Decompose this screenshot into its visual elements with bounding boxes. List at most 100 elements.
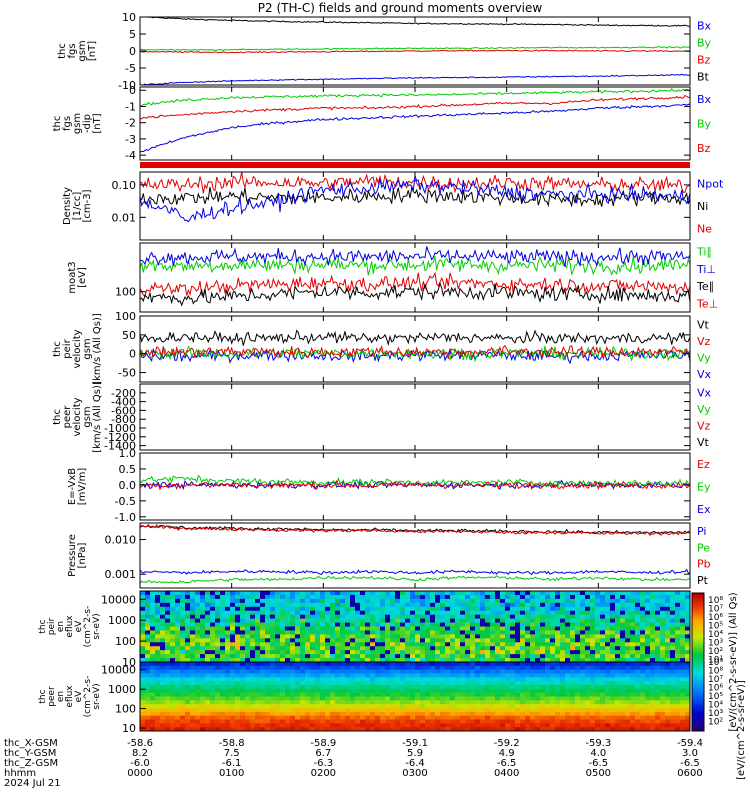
spectro-cell <box>335 610 341 615</box>
spectro-cell <box>665 708 671 713</box>
spectro-cell <box>485 610 491 615</box>
spectro-cell <box>420 688 426 693</box>
spectro-cell <box>255 665 261 670</box>
spectro-cell <box>440 594 446 600</box>
spectro-cell <box>145 626 151 631</box>
spectro-cell <box>610 626 616 631</box>
spectro-cell <box>325 673 331 678</box>
spectro-cell <box>570 704 576 709</box>
spectro-cell <box>165 662 171 667</box>
spectro-cell <box>160 610 166 615</box>
spectro-cell <box>180 638 186 643</box>
spectro-cell <box>635 669 641 674</box>
spectro-cell <box>505 692 511 697</box>
spectro-cell <box>575 618 581 623</box>
spectro-cell <box>625 650 631 655</box>
spectro-cell <box>390 704 396 709</box>
spectro-cell <box>445 673 451 678</box>
spectro-cell <box>510 719 516 724</box>
spectro-cell <box>155 688 161 693</box>
spectro-cell <box>465 610 471 615</box>
spectro-cell <box>305 618 311 623</box>
spectro-cell <box>525 711 531 716</box>
spectro-cell <box>170 618 176 623</box>
spectro-cell <box>240 654 246 659</box>
spectro-cell <box>500 662 506 667</box>
spectro-cell <box>595 646 601 651</box>
spectro-cell <box>570 662 576 667</box>
spectro-cell <box>470 630 476 635</box>
spectro-cell <box>270 673 276 678</box>
spectro-cell <box>225 630 231 635</box>
spectro-cell <box>145 669 151 674</box>
legend-ti∥: Ti∥ <box>696 246 712 259</box>
spectro-cell <box>310 606 316 612</box>
spectro-cell <box>490 650 496 655</box>
spectro-cell <box>535 591 541 596</box>
spectro-cell <box>500 685 506 690</box>
spectro-cell <box>260 677 266 682</box>
spectro-cell <box>450 638 456 643</box>
spectro-cell <box>200 719 206 724</box>
spectro-cell <box>335 688 341 693</box>
spectro-cell <box>465 696 471 701</box>
spectro-cell <box>440 669 446 674</box>
spectro-cell <box>630 622 636 627</box>
spectro-cell <box>395 622 401 627</box>
spectro-cell <box>400 626 406 631</box>
spectro-cell <box>645 650 651 655</box>
spectro-cell <box>495 662 501 667</box>
spectro-cell <box>675 622 681 627</box>
spectro-cell <box>215 669 221 674</box>
spectro-cell <box>350 723 356 728</box>
colorbar-cell <box>692 638 704 641</box>
spectro-cell <box>445 602 451 608</box>
spectro-cell <box>495 681 501 686</box>
spectro-cell <box>385 602 391 608</box>
spectro-cell <box>465 688 471 693</box>
spectro-cell <box>235 708 241 713</box>
spectro-cell <box>615 727 621 732</box>
spectro-cell <box>610 618 616 623</box>
spectro-cell <box>485 594 491 600</box>
spectro-cell <box>450 723 456 728</box>
spectro-cell <box>225 719 231 724</box>
spectro-cell <box>175 696 181 701</box>
spectro-cell <box>440 685 446 690</box>
spectro-cell <box>345 638 351 643</box>
spectro-cell <box>500 606 506 612</box>
spectro-cell <box>650 598 656 604</box>
spectro-cell <box>520 602 526 608</box>
spectro-cell <box>295 662 301 667</box>
spectro-cell <box>465 642 471 647</box>
ytick-label: 0.01 <box>112 211 137 224</box>
spectro-cell <box>620 638 626 643</box>
spectro-cell <box>615 638 621 643</box>
spectro-cell <box>170 723 176 728</box>
spectro-cell <box>645 614 651 619</box>
spectro-cell <box>315 626 321 631</box>
spectro-cell <box>365 626 371 631</box>
spectro-cell <box>335 711 341 716</box>
spectro-cell <box>420 715 426 720</box>
spectro-cell <box>455 673 461 678</box>
spectro-cell <box>350 646 356 651</box>
spectro-cell <box>590 665 596 670</box>
spectro-cell <box>600 696 606 701</box>
spectro-cell <box>160 598 166 604</box>
x-axis-annotation: thc_X-GSM -58.6 -58.8 -58.9 -59.1 -59.2 -59.3-… <box>4 738 703 789</box>
spectro-cell <box>425 614 431 619</box>
spectro-cell <box>555 704 561 709</box>
spectro-cell <box>600 708 606 713</box>
ylabel-line: thc <box>52 116 63 132</box>
spectro-cell <box>340 610 346 615</box>
xaxis-value: -6.1 <box>222 758 242 769</box>
spectro-cell <box>435 642 441 647</box>
spectro-cell <box>345 715 351 720</box>
ylabel-line: gsm <box>82 338 93 359</box>
spectro-cell <box>305 677 311 682</box>
spectro-cell <box>565 602 571 608</box>
spectro-cell <box>370 638 376 643</box>
spectro-cell <box>440 618 446 623</box>
spectro-cell <box>585 630 591 635</box>
